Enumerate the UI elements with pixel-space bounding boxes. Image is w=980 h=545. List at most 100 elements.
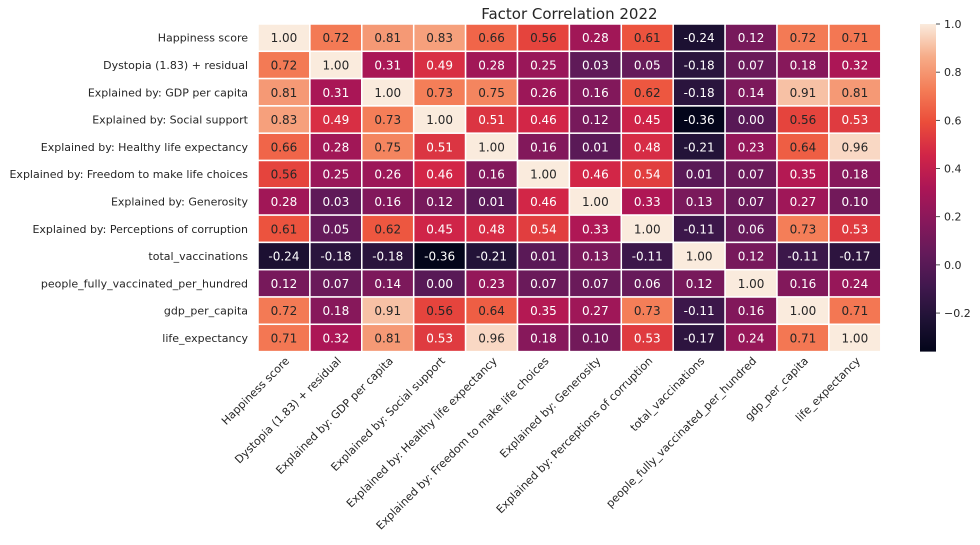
cell-value-label: 0.72 bbox=[322, 31, 349, 45]
cell-value-label: 1.00 bbox=[841, 331, 868, 345]
cell-value-label: 0.48 bbox=[478, 222, 505, 236]
colorbar-tick-label: 0.0 bbox=[944, 259, 962, 272]
cell-value-label: 0.83 bbox=[426, 31, 453, 45]
cell-value-label: 0.83 bbox=[271, 113, 298, 127]
heatmap-cell bbox=[309, 241, 363, 271]
cell-value-label: 0.73 bbox=[374, 113, 401, 127]
cell-value-label: 0.71 bbox=[271, 331, 298, 345]
cell-value-label: 0.54 bbox=[634, 168, 661, 182]
heatmap-cell bbox=[257, 323, 311, 353]
cell-value-label: 1.00 bbox=[426, 113, 453, 127]
cell-value-label: 0.16 bbox=[530, 140, 557, 154]
heatmap-cell bbox=[464, 77, 519, 107]
cell-value-label: 0.56 bbox=[271, 168, 298, 182]
heatmap-cell bbox=[776, 105, 830, 134]
cell-value-label: 0.64 bbox=[790, 140, 817, 154]
heatmap-cell bbox=[361, 323, 415, 353]
cell-value-label: -0.36 bbox=[424, 250, 455, 264]
cell-value-label: 0.14 bbox=[374, 277, 401, 291]
cell-value-label: 0.46 bbox=[530, 195, 557, 209]
heatmap-cell bbox=[568, 77, 623, 107]
cell-value-label: 0.49 bbox=[322, 113, 349, 127]
cell-value-label: 0.06 bbox=[634, 277, 661, 291]
cell-value-label: 0.16 bbox=[374, 195, 401, 209]
cell-value-label: 0.66 bbox=[478, 31, 505, 45]
cell-value-label: 0.13 bbox=[582, 250, 609, 264]
cell-value-label: 0.12 bbox=[686, 277, 713, 291]
cell-value-label: 0.05 bbox=[322, 222, 349, 236]
heatmap-cell bbox=[257, 296, 311, 326]
cell-value-label: 0.28 bbox=[322, 140, 349, 154]
cell-value-label: 0.53 bbox=[426, 331, 453, 345]
heatmap-cell bbox=[412, 50, 467, 80]
cell-value-label: 0.32 bbox=[841, 58, 868, 72]
cell-value-label: 0.56 bbox=[426, 304, 453, 318]
cell-value-label: 1.00 bbox=[322, 58, 349, 72]
cell-value-label: 0.07 bbox=[322, 277, 349, 291]
cell-value-label: 0.71 bbox=[841, 304, 868, 318]
cell-value-label: -0.11 bbox=[787, 250, 818, 264]
cell-value-label: -0.11 bbox=[684, 304, 715, 318]
cell-value-label: 0.01 bbox=[478, 195, 505, 209]
cell-value-label: 0.61 bbox=[271, 222, 298, 236]
y-tick-label: Explained by: GDP per capita bbox=[88, 86, 248, 99]
cell-value-label: 0.46 bbox=[426, 168, 453, 182]
heatmap-cell bbox=[672, 296, 726, 326]
heatmap-cell bbox=[568, 187, 623, 216]
cell-value-label: 0.72 bbox=[271, 304, 298, 318]
cell-value-label: 0.25 bbox=[322, 168, 349, 182]
cell-value-label: 0.53 bbox=[634, 331, 661, 345]
y-tick-label: Happiness score bbox=[158, 32, 249, 45]
cell-value-label: 0.16 bbox=[582, 86, 609, 100]
cell-value-label: 0.18 bbox=[841, 168, 868, 182]
cell-value-label: 0.81 bbox=[374, 31, 401, 45]
heatmap-cells: 1.00 0.72 0.81 0.83 0.66 0.56 0.28 0.61 -0.24 0.1… bbox=[257, 23, 882, 353]
cell-value-label: -0.18 bbox=[372, 250, 403, 264]
cell-value-label: 1.00 bbox=[478, 140, 505, 154]
heatmap-cell bbox=[309, 323, 363, 353]
cell-value-label: 0.45 bbox=[426, 222, 453, 236]
cell-value-label: 0.10 bbox=[582, 331, 609, 345]
cell-value-label: 0.62 bbox=[634, 86, 661, 100]
cell-value-label: 0.12 bbox=[582, 113, 609, 127]
heatmap-cell bbox=[464, 23, 519, 53]
heatmap-cell bbox=[620, 159, 674, 189]
heatmap-cell bbox=[724, 187, 778, 216]
heatmap-cell bbox=[828, 214, 882, 244]
cell-value-label: -0.21 bbox=[476, 250, 507, 264]
heatmap-cell bbox=[257, 214, 311, 244]
cell-value-label: 0.61 bbox=[634, 31, 661, 45]
cell-value-label: 0.35 bbox=[790, 168, 817, 182]
heatmap-cell bbox=[464, 241, 519, 271]
cell-value-label: -0.21 bbox=[684, 140, 715, 154]
cell-value-label: 0.07 bbox=[738, 195, 765, 209]
cell-value-label: 0.91 bbox=[790, 86, 817, 100]
cell-value-label: 1.00 bbox=[582, 195, 609, 209]
cell-value-label: 0.26 bbox=[374, 168, 401, 182]
colorbar-tick-label: 0.4 bbox=[944, 163, 962, 176]
cell-value-label: 0.28 bbox=[582, 31, 609, 45]
cell-value-label: 0.27 bbox=[582, 304, 609, 318]
cell-value-label: 0.75 bbox=[478, 86, 505, 100]
cell-value-label: 0.00 bbox=[426, 277, 453, 291]
cell-value-label: 1.00 bbox=[374, 86, 401, 100]
heatmap-cell bbox=[516, 132, 571, 162]
heatmap-cell bbox=[464, 132, 519, 162]
cell-value-label: 0.01 bbox=[530, 250, 557, 264]
heatmap-cell bbox=[464, 187, 519, 216]
heatmap-cell bbox=[672, 50, 726, 80]
cell-value-label: 0.12 bbox=[271, 277, 298, 291]
cell-value-label: 0.14 bbox=[738, 86, 765, 100]
y-tick-label: Explained by: Healthy life expectancy bbox=[41, 141, 249, 154]
cell-value-label: 0.23 bbox=[738, 140, 765, 154]
cell-value-label: -0.11 bbox=[684, 222, 715, 236]
colorbar-gradient bbox=[920, 24, 936, 352]
cell-value-label: 0.66 bbox=[271, 140, 298, 154]
heatmap-cell bbox=[568, 296, 623, 326]
cell-value-label: 0.51 bbox=[478, 113, 505, 127]
heatmap-cell bbox=[257, 50, 311, 80]
cell-value-label: 0.18 bbox=[790, 58, 817, 72]
heatmap-cell bbox=[361, 296, 415, 326]
heatmap-cell bbox=[828, 268, 882, 298]
